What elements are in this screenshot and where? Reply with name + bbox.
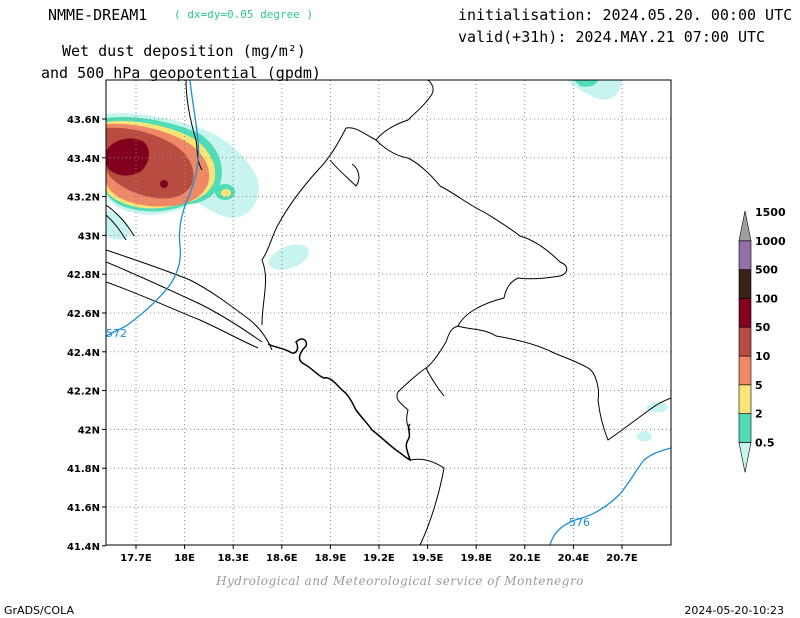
lon-tick-label: 18.9E — [315, 553, 347, 564]
map-title-line-1: Wet dust deposition (mg/m²) — [62, 42, 306, 60]
contour-label-572: 572 — [106, 327, 127, 340]
colorbar-label: 1500 — [755, 206, 786, 219]
dust-spot-100 — [160, 180, 168, 188]
lon-tick-label: 19.8E — [460, 553, 492, 564]
lat-tick-label: 41.4N — [67, 542, 100, 553]
contour-576-line — [549, 447, 671, 545]
dust-level-100 — [106, 138, 149, 176]
timestamp-label: 2024-05-20-10:23 — [684, 604, 784, 617]
lon-tick-label: 17.7E — [120, 553, 152, 564]
border-north-small — [329, 159, 360, 187]
lon-tick-label: 20.4E — [558, 553, 590, 564]
dust-patch-west — [106, 210, 130, 240]
lat-tick-label: 43.4N — [67, 154, 100, 165]
contour-572-line — [106, 80, 200, 337]
lon-tick-label: 18E — [174, 553, 195, 564]
colorbar: 0.5 2 5 10 50 100 500 1000 1500 — [738, 206, 786, 473]
albania-coast — [409, 458, 445, 545]
lat-tick-label: 43.2N — [67, 193, 100, 204]
border-south — [425, 367, 445, 397]
border-east — [457, 325, 671, 441]
border-main-1 — [261, 80, 434, 326]
island-lines — [106, 204, 135, 241]
map-title-line-2: and 500 hPa geopotential (gpdm) — [41, 64, 321, 82]
lat-tick-label: 41.8N — [67, 464, 100, 475]
lat-tick-label: 42N — [78, 425, 100, 436]
colorbar-label: 500 — [755, 264, 778, 277]
adriatic-coast-outer — [106, 281, 259, 349]
lon-tick-label: 20.7E — [606, 553, 638, 564]
lat-tick-label: 43.6N — [67, 115, 100, 126]
dust-patch-top-2 — [574, 80, 598, 87]
colorbar-swatch-highest — [738, 210, 752, 242]
lat-tick-label: 42.4N — [67, 348, 100, 359]
colorbar-swatch-lowest — [738, 442, 752, 473]
lat-tick-label: 42.6N — [67, 309, 100, 320]
valid-time: valid(+31h): 2024.MAY.21 07:00 UTC — [458, 28, 766, 46]
lat-tick-label: 42.8N — [67, 270, 100, 281]
lat-tick-label: 43N — [78, 231, 100, 242]
lon-tick-label: 19.5E — [412, 553, 444, 564]
model-name: NMME-DREAM1 — [48, 6, 148, 24]
colorbar-swatch — [738, 413, 752, 443]
colorbar-label: 5 — [755, 379, 763, 392]
model-resolution: ( dx=dy=0.05 degree ) — [174, 8, 314, 21]
dust-patch-east-2 — [636, 430, 652, 442]
adriatic-coast-inner — [106, 261, 263, 343]
colorbar-swatch — [738, 240, 752, 270]
latitude-ticks: 43.6N 43.4N 43.2N 43N 42.8N 42.6N 42.4N 42.2N 42… — [67, 115, 106, 553]
lat-tick-label: 42.2N — [67, 387, 100, 398]
lon-tick-label: 19.2E — [363, 553, 395, 564]
colorbar-label: 2 — [755, 408, 763, 421]
colorbar-swatch — [738, 355, 752, 386]
dust-spot-5-core — [221, 189, 231, 197]
border-main-2 — [375, 139, 568, 431]
colorbar-swatch — [738, 298, 752, 328]
colorbar-label: 100 — [755, 292, 778, 305]
dust-patch-bosnia — [268, 244, 309, 270]
colorbar-swatch — [738, 384, 752, 414]
colorbar-label: 0.5 — [755, 436, 775, 449]
geopotential-contours — [106, 80, 671, 545]
dust-deposition-field — [106, 80, 668, 442]
colorbar-label: 50 — [755, 321, 771, 334]
adriatic-coast-northwest — [106, 249, 273, 351]
colorbar-swatch — [738, 269, 752, 299]
lat-tick-label: 41.6N — [67, 503, 100, 514]
colorbar-swatch — [738, 326, 752, 357]
longitude-ticks: 17.7E 18E 18.3E 18.6E 18.9E 19.2E 19.5E 19.8E 20… — [120, 545, 638, 564]
software-label: GrADS/COLA — [4, 604, 74, 617]
credit-line: Hydrological and Meteorological service … — [216, 574, 584, 588]
colorbar-label: 1000 — [755, 235, 786, 248]
colorbar-label: 10 — [755, 350, 771, 363]
lon-tick-label: 20.1E — [509, 553, 541, 564]
lon-tick-label: 18.3E — [217, 553, 249, 564]
contour-label-576: 576 — [569, 516, 590, 529]
lon-tick-label: 18.6E — [266, 553, 298, 564]
dust-patch-east — [646, 401, 668, 413]
coastlines-borders — [106, 80, 671, 545]
map-grid — [106, 80, 671, 545]
montenegro-coast — [267, 338, 412, 462]
initialisation-time: initialisation: 2024.05.20. 00:00 UTC — [458, 6, 793, 24]
